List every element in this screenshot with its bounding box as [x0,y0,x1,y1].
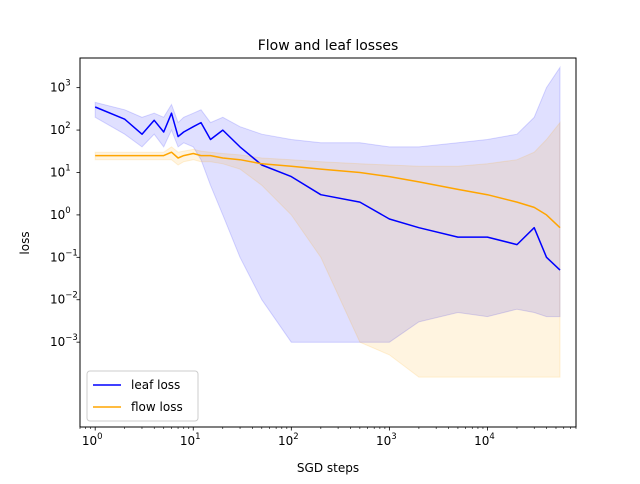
x-tick-exponent: 0 [97,432,102,442]
y-tick-exponent: 0 [65,206,70,216]
legend: leaf loss flow loss [87,371,198,421]
y-tick-exponent: −2 [65,291,78,301]
y-tick-base: 10 [50,165,65,179]
x-tick-base: 10 [82,434,97,448]
y-tick-exponent: 1 [65,163,70,173]
y-tick-exponent: −1 [65,248,78,258]
chart-title: Flow and leaf losses [258,38,399,54]
x-tick-exponent: 4 [489,432,494,442]
y-tick-exponent: 3 [65,79,70,89]
y-tick-base: 10 [50,335,65,349]
x-tick-base: 10 [376,434,391,448]
x-axis-label: SGD steps [297,461,359,475]
x-tick-exponent: 1 [195,432,200,442]
x-tick-base: 10 [278,434,293,448]
x-tick-base: 10 [180,434,195,448]
legend-label-flow-loss: flow loss [131,400,183,414]
y-tick-exponent: −3 [65,333,78,343]
y-tick-base: 10 [50,250,65,264]
legend-label-leaf-loss: leaf loss [131,378,180,392]
y-tick-base: 10 [50,208,65,222]
x-tick-exponent: 2 [293,432,298,442]
y-axis-label: loss [18,231,32,254]
y-tick-exponent: 2 [65,121,70,131]
x-tick-exponent: 3 [391,432,396,442]
y-tick-base: 10 [50,81,65,95]
x-tick-base: 10 [474,434,489,448]
y-tick-base: 10 [50,293,65,307]
y-tick-base: 10 [50,123,65,137]
